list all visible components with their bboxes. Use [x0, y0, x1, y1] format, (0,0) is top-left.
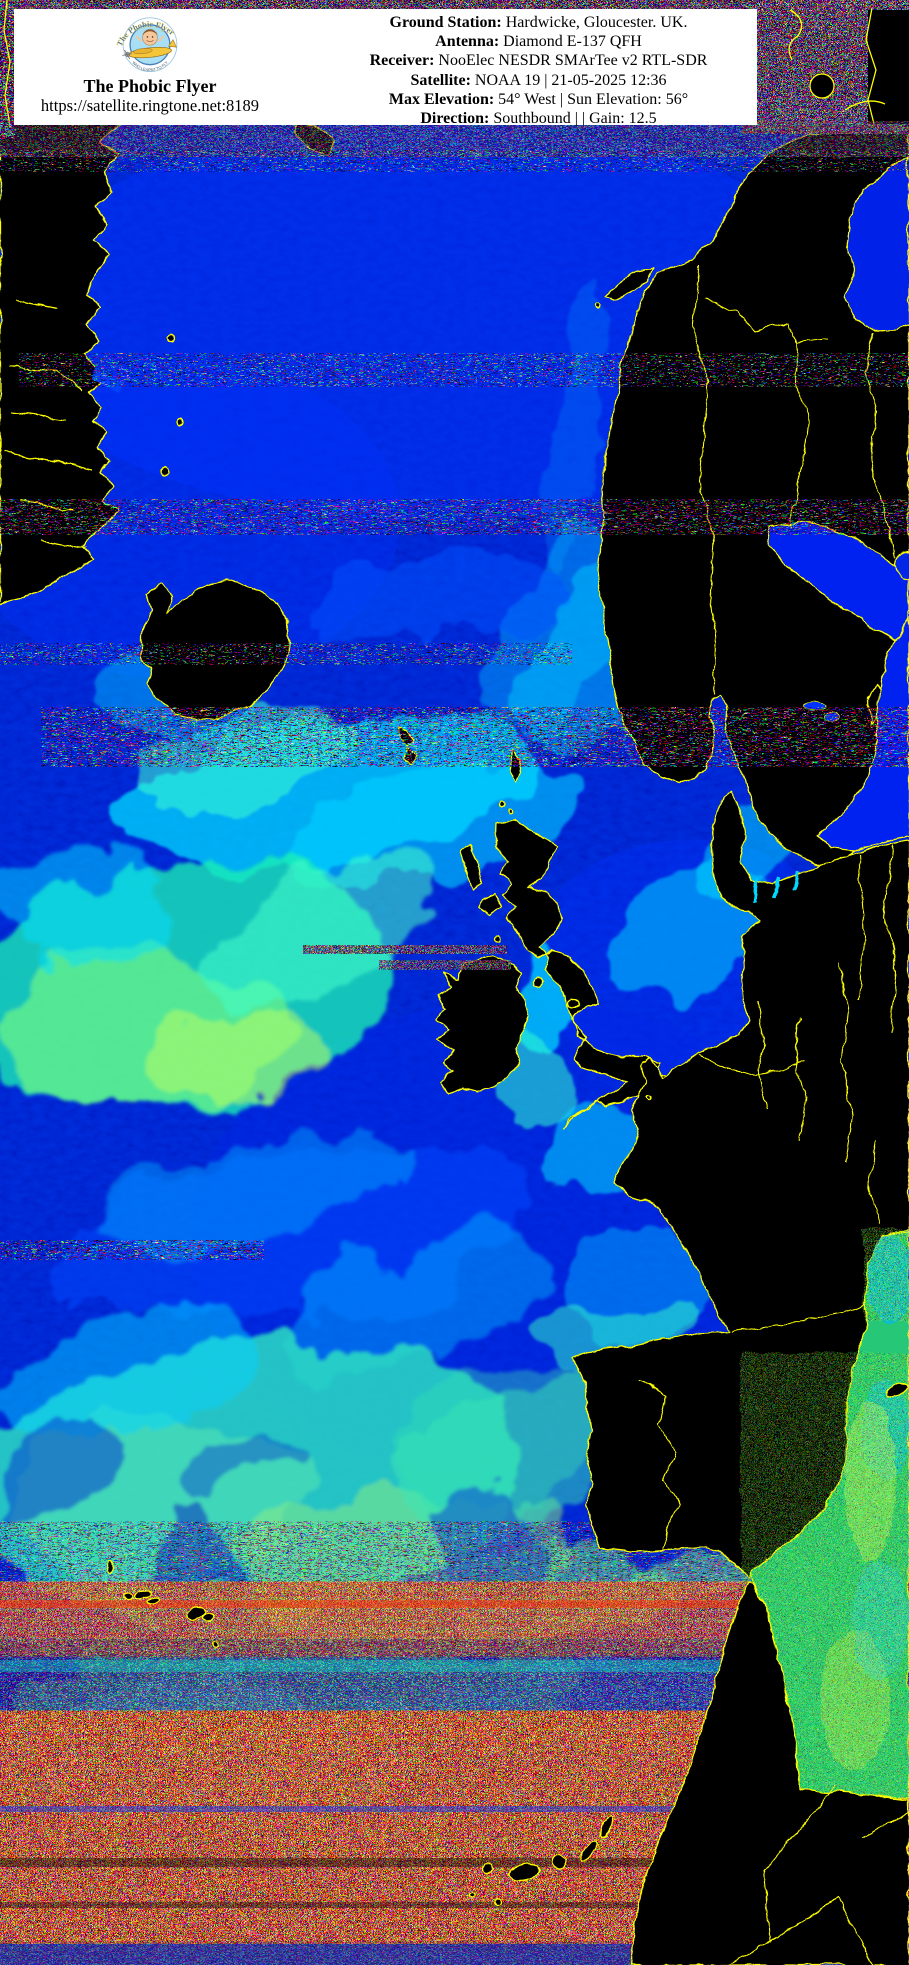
- country-borders: [639, 844, 898, 1551]
- station-logo: The Phobic Flyer WHO LEARNT TO FLY: [115, 17, 178, 72]
- lake-ladoga: [894, 551, 909, 581]
- noise-layer-top: [0, 0, 909, 1258]
- mediterranean-noise: [868, 1236, 909, 1314]
- channel-island: [646, 1095, 652, 1101]
- greenland-landmass: [0, 103, 131, 605]
- africa-borders: [727, 1785, 909, 1965]
- canary-islands: [468, 1813, 613, 1907]
- top-right-land-fragments: [788, 7, 886, 125]
- isle-of-man: [533, 976, 543, 990]
- station-identity: The Phobic Flyer WHO LEARNT TO FLY The P…: [14, 9, 286, 125]
- swedish-lake: [802, 701, 826, 711]
- satellite-line: Satellite: NOAA 19 | 21-05-2025 12:36: [410, 71, 667, 89]
- receiver-line: Receiver: NooElec NESDR SMArTee v2 RTL-S…: [369, 52, 708, 70]
- max-elevation-line: Max Elevation: 54° West | Sun Elevation:…: [388, 90, 689, 108]
- coastal-island: [168, 334, 176, 342]
- lofoten-islands: [594, 302, 602, 310]
- white-sea: [845, 157, 909, 332]
- danish-straits: [751, 869, 801, 904]
- ground-station-line: Ground Station: Hardwicke, Gloucester. U…: [389, 14, 688, 31]
- left-edge-coast-fragment: [3, 0, 11, 127]
- land-layer: [0, 103, 909, 1965]
- antenna-line: Antenna: Diamond E-137 QFH: [435, 33, 642, 51]
- info-panel: The Phobic Flyer WHO LEARNT TO FLY The P…: [14, 9, 757, 128]
- pilot-face-icon: [135, 29, 165, 46]
- balearic-island: [886, 1381, 909, 1399]
- station-name: The Phobic Flyer: [83, 76, 217, 96]
- isle-of-skye: [480, 894, 502, 916]
- station-url: https://satellite.ringtone.net:8189: [40, 96, 260, 115]
- azores-islands: [106, 1560, 219, 1649]
- airplane-icon: [122, 39, 177, 60]
- ireland-landmass: [435, 955, 529, 1095]
- coastal-island: [176, 418, 184, 426]
- great-britain-landmass: [495, 819, 697, 1129]
- africa-landmass: [628, 1582, 909, 1965]
- anglesey-island: [568, 998, 580, 1008]
- outer-hebrides: [460, 843, 483, 890]
- orkney-islands: [507, 809, 513, 815]
- direction-line: Direction: Southbound | | Gain: 12.5: [420, 110, 657, 128]
- islay-island: [493, 936, 501, 944]
- pass-details: Ground Station: Hardwicke, Gloucester. U…: [286, 9, 757, 128]
- orkney-islands: [498, 802, 506, 810]
- lofoten-islands: [605, 267, 653, 301]
- coastal-island: [160, 467, 170, 477]
